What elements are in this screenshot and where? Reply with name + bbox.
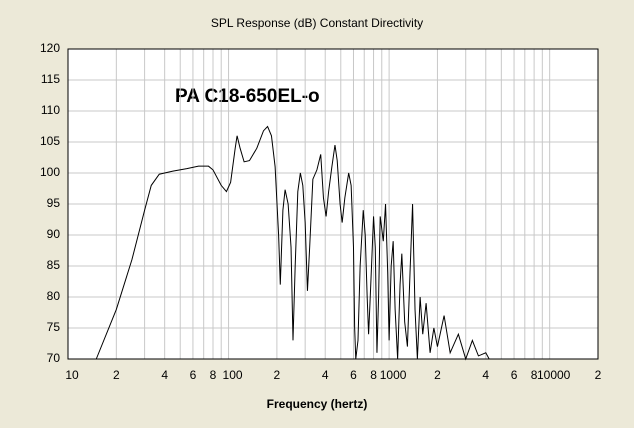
y-tick-label: 70 xyxy=(47,351,61,365)
x-tick-label: 6 xyxy=(511,368,518,382)
x-tick-label: 4 xyxy=(322,368,329,382)
y-tick-label: 95 xyxy=(47,196,61,210)
x-axis-label: Frequency (hertz) xyxy=(267,397,368,411)
plot-frame xyxy=(67,48,599,360)
x-tick-label: 8 xyxy=(370,368,377,382)
y-tick-label: 110 xyxy=(41,103,60,117)
x-tick-label: 8 xyxy=(210,368,217,382)
x-tick-label: 2 xyxy=(113,368,120,382)
y-tick-label: 90 xyxy=(47,227,61,241)
x-tick-label: 1000 xyxy=(380,368,407,382)
chart-title: SPL Response (dB) Constant Directivity xyxy=(211,16,423,30)
y-tick-label: 85 xyxy=(47,258,61,272)
x-tick-label: 6 xyxy=(190,368,197,382)
x-tick-label: 6 xyxy=(350,368,357,382)
y-tick-label: 80 xyxy=(47,289,61,303)
x-tick-label: 2 xyxy=(595,368,602,382)
x-tick-label: 10000 xyxy=(537,368,571,382)
x-tick-label: 4 xyxy=(161,368,168,382)
x-tick-label: 100 xyxy=(223,368,243,382)
x-tick-label: 2 xyxy=(274,368,281,382)
x-tick-label: 8 xyxy=(531,368,538,382)
y-tick-label: 120 xyxy=(40,41,60,55)
x-tick-label: 4 xyxy=(482,368,489,382)
x-tick-label: 10 xyxy=(65,368,79,382)
annotation: PA C18-650EL-o xyxy=(175,86,320,107)
x-tick-label: 2 xyxy=(434,368,441,382)
y-tick-label: 100 xyxy=(40,165,60,179)
y-tick-label: 105 xyxy=(40,134,60,148)
y-tick-label: 75 xyxy=(47,320,61,334)
y-tick-label: 115 xyxy=(41,72,60,86)
spl-line xyxy=(95,125,490,361)
